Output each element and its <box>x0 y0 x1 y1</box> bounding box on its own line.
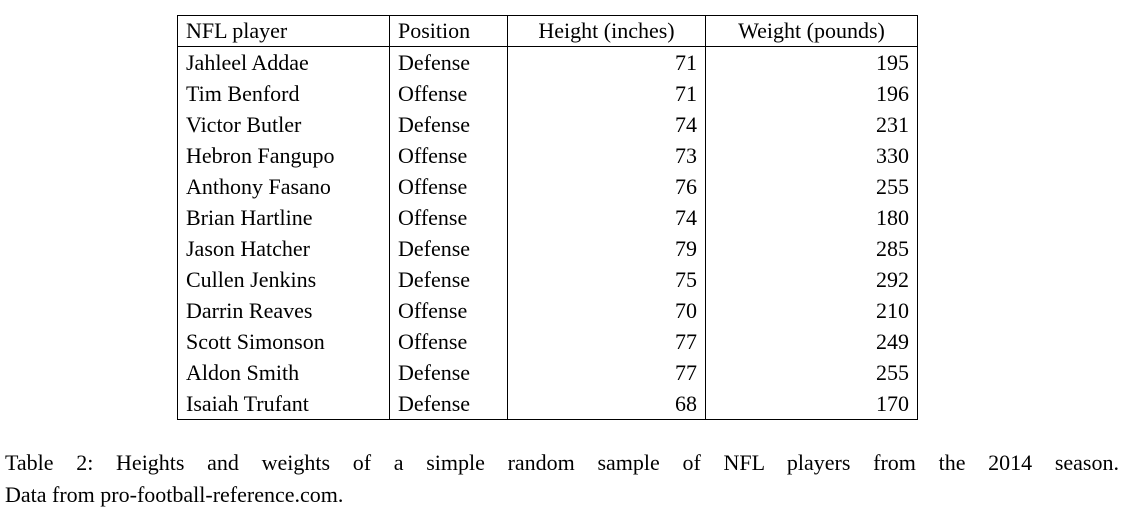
table-row: Scott Simonson Offense 77 249 <box>177 326 918 357</box>
table-row: Aldon Smith Defense 77 255 <box>177 357 918 388</box>
player-name-cell: Victor Butler <box>177 109 390 140</box>
weight-cell: 210 <box>705 295 918 326</box>
player-name-cell: Tim Benford <box>177 78 390 109</box>
weight-cell: 285 <box>705 233 918 264</box>
weight-cell: 249 <box>705 326 918 357</box>
player-name-cell: Anthony Fasano <box>177 171 390 202</box>
table-row: Brian Hartline Offense 74 180 <box>177 202 918 233</box>
height-cell: 77 <box>507 326 706 357</box>
player-name-cell: Aldon Smith <box>177 357 390 388</box>
column-header-player: NFL player <box>177 15 390 47</box>
column-header-height: Height (inches) <box>507 15 706 47</box>
player-name-cell: Darrin Reaves <box>177 295 390 326</box>
weight-cell: 292 <box>705 264 918 295</box>
height-cell: 73 <box>507 140 706 171</box>
column-header-weight: Weight (pounds) <box>705 15 918 47</box>
table-row: Isaiah Trufant Defense 68 170 <box>177 388 918 420</box>
table-row: Victor Butler Defense 74 231 <box>177 109 918 140</box>
table-row: Jahleel Addae Defense 71 195 <box>177 46 918 78</box>
position-cell: Defense <box>389 233 508 264</box>
weight-cell: 170 <box>705 388 918 420</box>
player-name-cell: Cullen Jenkins <box>177 264 390 295</box>
position-cell: Defense <box>389 109 508 140</box>
height-cell: 74 <box>507 109 706 140</box>
table-caption: Table 2: Heights and weights of a simple… <box>5 447 1119 511</box>
column-header-position: Position <box>389 15 508 47</box>
position-cell: Offense <box>389 295 508 326</box>
position-cell: Offense <box>389 171 508 202</box>
height-cell: 76 <box>507 171 706 202</box>
height-cell: 77 <box>507 357 706 388</box>
nfl-players-table: NFL player Position Height (inches) Weig… <box>177 15 918 420</box>
position-cell: Offense <box>389 140 508 171</box>
height-cell: 71 <box>507 78 706 109</box>
table-body: Jahleel Addae Defense 71 195 Tim Benford Offe… <box>177 46 918 420</box>
table-header-row: NFL player Position Height (inches) Weig… <box>177 15 918 47</box>
weight-cell: 196 <box>705 78 918 109</box>
position-cell: Defense <box>389 357 508 388</box>
position-cell: Defense <box>389 264 508 295</box>
height-cell: 71 <box>507 46 706 78</box>
player-name-cell: Brian Hartline <box>177 202 390 233</box>
table-caption-line1: Table 2: Heights and weights of a simple… <box>5 450 1119 475</box>
table-row: Anthony Fasano Offense 76 255 <box>177 171 918 202</box>
position-cell: Offense <box>389 202 508 233</box>
weight-cell: 195 <box>705 46 918 78</box>
table-row: Tim Benford Offense 71 196 <box>177 78 918 109</box>
table-row: Jason Hatcher Defense 79 285 <box>177 233 918 264</box>
position-cell: Offense <box>389 78 508 109</box>
player-name-cell: Isaiah Trufant <box>177 388 390 420</box>
table-caption-line2: Data from pro-football-reference.com. <box>5 482 344 507</box>
height-cell: 75 <box>507 264 706 295</box>
player-name-cell: Jason Hatcher <box>177 233 390 264</box>
table-row: Darrin Reaves Offense 70 210 <box>177 295 918 326</box>
table-row: Hebron Fangupo Offense 73 330 <box>177 140 918 171</box>
player-name-cell: Jahleel Addae <box>177 46 390 78</box>
position-cell: Defense <box>389 46 508 78</box>
weight-cell: 231 <box>705 109 918 140</box>
weight-cell: 255 <box>705 171 918 202</box>
weight-cell: 330 <box>705 140 918 171</box>
player-name-cell: Scott Simonson <box>177 326 390 357</box>
position-cell: Offense <box>389 326 508 357</box>
weight-cell: 180 <box>705 202 918 233</box>
height-cell: 68 <box>507 388 706 420</box>
height-cell: 79 <box>507 233 706 264</box>
height-cell: 70 <box>507 295 706 326</box>
height-cell: 74 <box>507 202 706 233</box>
position-cell: Defense <box>389 388 508 420</box>
table-row: Cullen Jenkins Defense 75 292 <box>177 264 918 295</box>
weight-cell: 255 <box>705 357 918 388</box>
player-name-cell: Hebron Fangupo <box>177 140 390 171</box>
